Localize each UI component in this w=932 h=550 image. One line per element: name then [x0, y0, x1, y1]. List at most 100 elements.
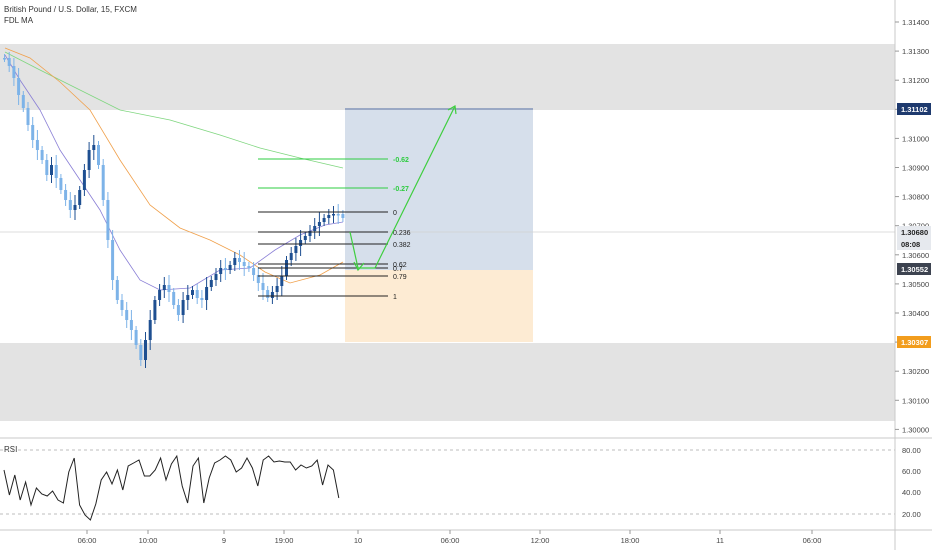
candle-body [158, 290, 162, 300]
candle-body [87, 150, 91, 170]
candle-body [172, 292, 176, 305]
support-zone[interactable] [0, 343, 895, 421]
candle-body [21, 95, 25, 108]
ma-slow-line [4, 47, 344, 284]
projection-arrow[interactable] [349, 105, 457, 272]
candle-body [31, 125, 35, 140]
price-tick-label: 1.30500 [902, 280, 929, 289]
price-tick-label: 1.30000 [902, 425, 929, 434]
candle-body [266, 290, 270, 298]
resistance-zone[interactable] [0, 44, 895, 110]
time-tick-label: 19:00 [275, 536, 294, 545]
target-box[interactable] [345, 108, 533, 270]
price-tick-label: 1.30100 [902, 396, 929, 405]
fib-level-label: -0.27 [393, 186, 409, 193]
candle-body [106, 200, 110, 240]
candle-body [223, 268, 227, 270]
candle-body [233, 258, 237, 265]
candle-body [54, 165, 58, 178]
price-tick-label: 1.30200 [902, 367, 929, 376]
time-tick-label: 10:00 [139, 536, 158, 545]
candle-body [308, 231, 312, 236]
candle-body [327, 215, 331, 218]
candle-body [336, 214, 340, 216]
candle-body [195, 290, 199, 298]
candle-body [261, 283, 265, 290]
candle-body [17, 78, 21, 95]
candle-body [200, 298, 204, 300]
candle-body [181, 300, 185, 315]
candle-body [256, 275, 260, 283]
candle-body [209, 280, 213, 287]
candle-body [317, 222, 321, 226]
candle-body [50, 165, 53, 175]
ma-fast-line [4, 54, 344, 291]
fib-level-label: 0.79 [393, 274, 407, 281]
price-badge-label: 1.31102 [901, 105, 928, 114]
rsi-line [3, 454, 340, 521]
price-tick-label: 1.31300 [902, 47, 929, 56]
candle-body [228, 265, 232, 270]
price-tick-label: 1.30800 [902, 193, 929, 202]
price-badge [897, 238, 931, 250]
time-tick-label: 06:00 [441, 536, 460, 545]
candle-body [153, 300, 157, 320]
candle-body [45, 160, 49, 175]
price-badge [897, 103, 931, 115]
time-tick-label: 11 [716, 536, 724, 545]
candle-body [111, 240, 115, 280]
symbol-title[interactable]: British Pound / U.S. Dollar, 15, FXCM [4, 5, 137, 14]
candle-body [313, 226, 317, 231]
candlesticks [3, 52, 345, 368]
stop-box[interactable] [345, 270, 533, 342]
rsi-axis[interactable]: 80.00 60.00 40.00 20.00 [902, 446, 921, 519]
rsi-tick-label: 40.00 [902, 488, 921, 497]
candle-body [238, 258, 241, 262]
price-tick-label: 1.31400 [902, 18, 929, 27]
time-tick-label: 18:00 [621, 536, 640, 545]
candle-body [144, 340, 147, 360]
chart-legend: British Pound / U.S. Dollar, 15, FXCM FD… [4, 4, 137, 26]
time-tick-label: 10 [354, 536, 362, 545]
fib-level-label: -0.62 [393, 157, 409, 164]
candle-body [35, 140, 39, 150]
candle-body [242, 262, 246, 266]
candle-body [64, 190, 68, 200]
candle-body [40, 150, 44, 160]
candle-body [186, 295, 190, 300]
rsi-tick-label: 60.00 [902, 467, 921, 476]
candle-body [92, 145, 96, 150]
candle-body [115, 280, 119, 300]
candle-body [322, 218, 326, 222]
indicator-label[interactable]: FDL MA [4, 16, 34, 25]
candle-body [78, 190, 82, 205]
candle-body [134, 330, 138, 345]
price-tick-label: 1.31200 [902, 76, 929, 85]
candle-body [129, 320, 133, 330]
fib-level-label: 0.7 [393, 266, 403, 273]
candle-body [148, 320, 152, 340]
price-badge-label: 08:08 [901, 240, 920, 249]
candle-body [205, 287, 209, 300]
price-tick-label: 1.30600 [902, 251, 929, 260]
candle-body [332, 214, 335, 216]
price-badge-label: 1.30307 [901, 338, 928, 347]
time-tick-label: 06:00 [78, 536, 97, 545]
time-tick-label: 12:00 [531, 536, 550, 545]
candle-body [341, 214, 345, 218]
candle-body [125, 310, 129, 320]
candle-body [299, 240, 303, 246]
candle-body [120, 300, 124, 310]
candle-body [214, 274, 218, 280]
candle-body [26, 108, 30, 125]
candle-body [68, 200, 72, 210]
price-badge [897, 226, 931, 238]
candle-body [280, 276, 284, 286]
price-tick-label: 1.31000 [902, 134, 929, 143]
candle-body [12, 66, 16, 78]
candle-body [289, 253, 293, 260]
time-axis[interactable]: 06:00 10:00 9 19:00 10 06:00 12:00 18:00 11 06:00 [78, 530, 822, 545]
fib-level-label: 1 [393, 294, 397, 301]
rsi-label[interactable]: RSI [4, 445, 18, 454]
